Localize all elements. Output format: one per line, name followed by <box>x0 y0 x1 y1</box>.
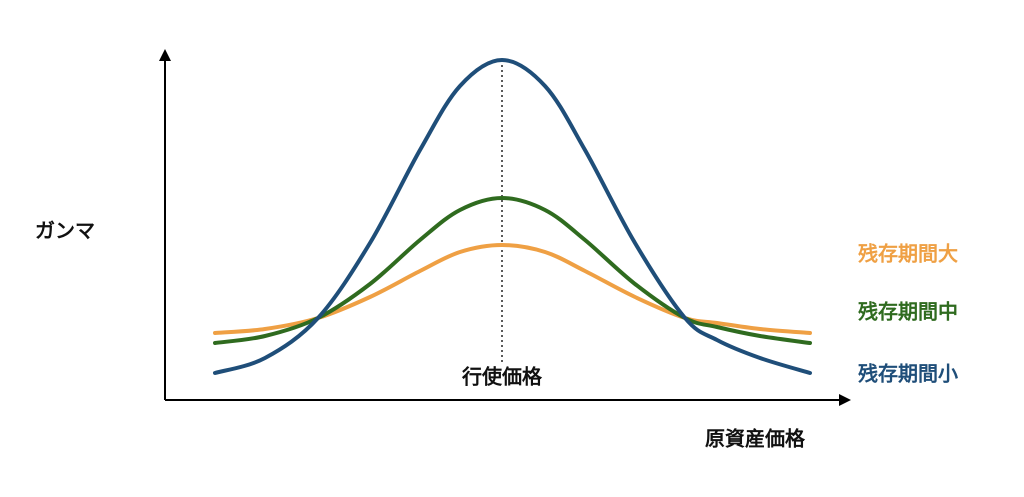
legend-label: 残存期間大 <box>858 242 958 266</box>
gamma-curve <box>213 195 812 345</box>
y-axis-label: ガンマ <box>35 219 95 243</box>
gamma-curve <box>213 242 812 335</box>
legend-label: 残存期間中 <box>858 300 958 324</box>
gamma-curve <box>213 57 812 375</box>
x-axis-label: 原資産価格 <box>705 427 806 451</box>
legend-label: 残存期間小 <box>858 362 958 386</box>
strike-label: 行使価格 <box>461 365 543 389</box>
